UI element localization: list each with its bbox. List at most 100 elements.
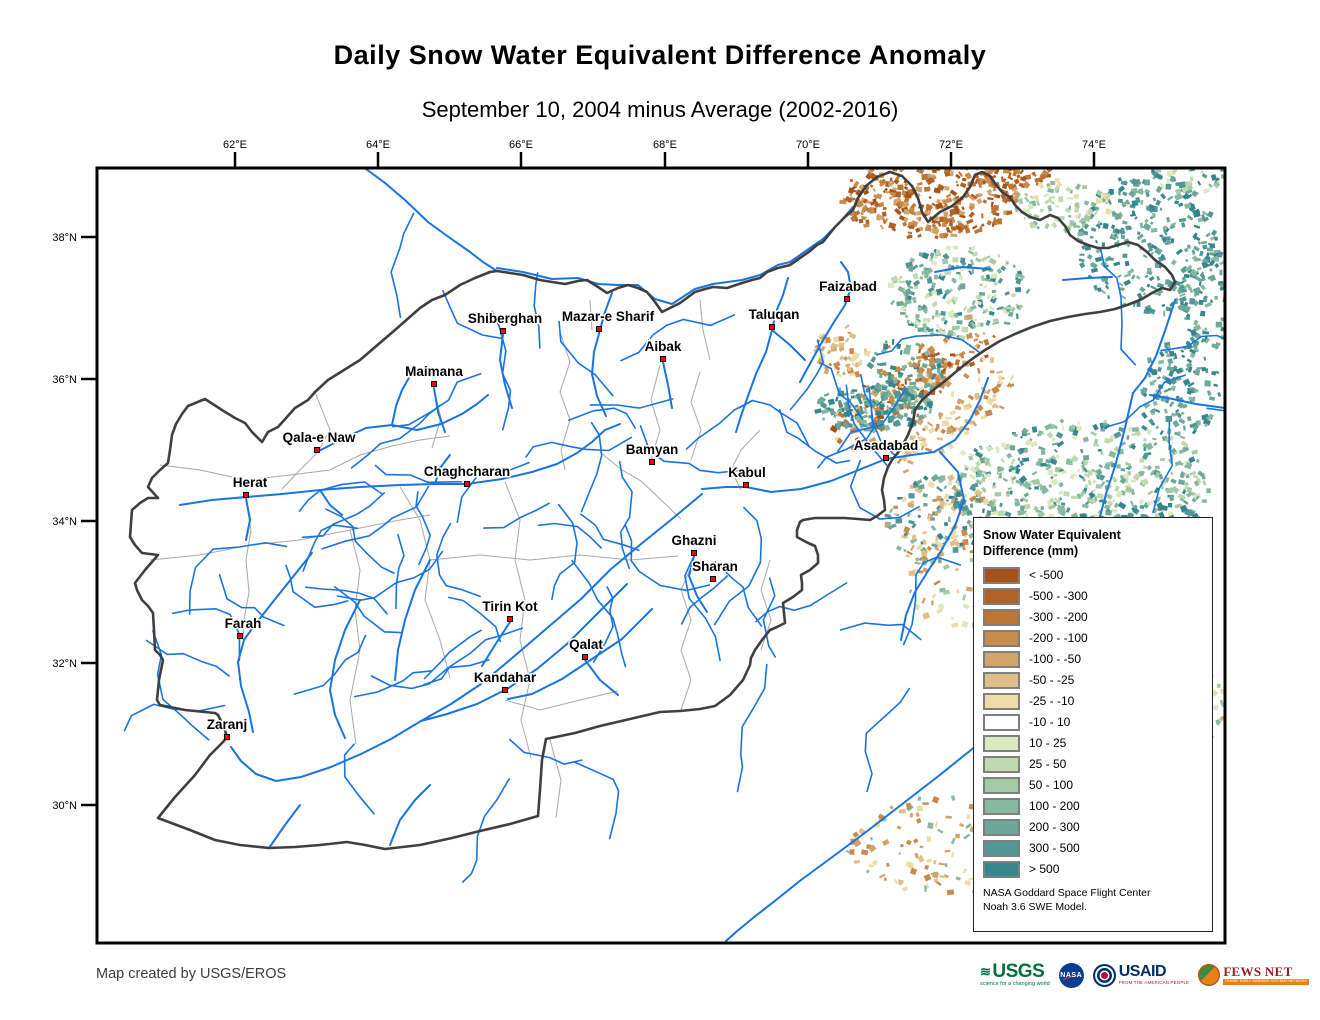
city-label: Qalat — [569, 637, 603, 652]
usaid-seal-icon — [1092, 963, 1116, 987]
legend-entry-label: > 500 — [1029, 862, 1060, 876]
nasa-logo: NASA — [1058, 962, 1085, 988]
legend-row: 300 - 500 — [983, 838, 1204, 859]
city-marker: Kandahar — [472, 669, 538, 693]
legend-swatch — [983, 650, 1020, 668]
legend-title: Snow Water Equivalent Difference (mm) — [983, 527, 1204, 560]
page-subtitle: September 10, 2004 minus Average (2002-2… — [421, 97, 899, 122]
city-dot — [502, 687, 508, 693]
legend-swatch — [983, 587, 1020, 605]
usaid-tagline: FROM THE AMERICAN PEOPLE — [1118, 980, 1190, 986]
legend-row: 25 - 50 — [983, 754, 1204, 775]
legend-row: 10 - 25 — [983, 733, 1204, 754]
x-tick-label: 74°E — [1082, 139, 1106, 151]
city-dot — [769, 324, 775, 330]
city-marker: Qalat — [568, 636, 605, 660]
city-marker: Farah — [223, 615, 263, 639]
legend-box: Snow Water Equivalent Difference (mm) < … — [973, 517, 1213, 932]
legend-row: 50 - 100 — [983, 775, 1204, 796]
city-label: Qala-e Naw — [283, 430, 356, 445]
usgs-tagline: science for a changing world — [980, 981, 1050, 988]
legend-title-line1: Snow Water Equivalent — [983, 528, 1121, 542]
usaid-logo: USAID FROM THE AMERICAN PEOPLE — [1092, 963, 1190, 987]
x-tick-label: 68°E — [653, 139, 677, 151]
legend-row: < -500 — [983, 565, 1204, 586]
legend-swatch — [983, 776, 1020, 794]
city-dot — [883, 455, 889, 461]
legend-entry-label: 200 - 300 — [1029, 820, 1080, 834]
city-marker: Ghazni — [670, 532, 718, 556]
page-title: Daily Snow Water Equivalent Difference A… — [333, 40, 987, 70]
x-tick-label: 70°E — [796, 139, 820, 151]
city-dot — [582, 654, 588, 660]
city-marker: Chaghcharan — [422, 463, 512, 487]
legend-row: -500 - -300 — [983, 586, 1204, 607]
city-label: Asadabad — [854, 438, 919, 453]
city-marker: Zaranj — [205, 716, 249, 740]
legend-swatch — [983, 797, 1020, 815]
city-dot — [710, 576, 716, 582]
city-label: Taluqan — [749, 307, 800, 322]
fewsnet-globe-icon — [1198, 964, 1221, 986]
legend-row: -50 - -25 — [983, 670, 1204, 691]
legend-source-line2: Noah 3.6 SWE Model. — [983, 900, 1087, 913]
city-marker: Shiberghan — [466, 310, 544, 334]
legend-entry-label: -300 - -200 — [1029, 610, 1088, 624]
city-label: Kabul — [728, 465, 766, 480]
city-marker: Sharan — [691, 558, 739, 582]
city-marker: Kabul — [727, 464, 767, 488]
city-dot — [237, 633, 243, 639]
city-marker: Taluqan — [747, 306, 801, 330]
legend-swatch — [983, 818, 1020, 836]
city-marker: Aibak — [643, 338, 683, 362]
y-tick-label: 34°N — [52, 516, 77, 528]
city-marker: Maimana — [404, 363, 465, 387]
city-dot — [224, 734, 230, 740]
y-tick-label: 30°N — [52, 800, 77, 812]
rivers — [179, 168, 1225, 942]
city-dot — [314, 447, 320, 453]
y-tick-label: 32°N — [52, 658, 77, 670]
city-label: Chaghcharan — [424, 464, 510, 479]
legend-entry-label: 10 - 25 — [1029, 736, 1067, 750]
nasa-wordmark: NASA — [1060, 971, 1083, 979]
fewsnet-wordmark: FEWS NET — [1223, 964, 1293, 980]
legend-entry-label: 50 - 100 — [1029, 778, 1074, 792]
city-markers: Faizabad Taluqan Mazar-e Sharif Shiberghan A… — [205, 278, 920, 740]
city-marker: Mazar-e Sharif — [560, 308, 656, 332]
legend-swatch — [983, 692, 1020, 710]
city-dot — [596, 326, 602, 332]
legend-row: > 500 — [983, 859, 1204, 880]
city-dot — [743, 482, 749, 488]
fewsnet-tagline: FAMINE EARLY WARNING SYSTEMS NETWORK — [1223, 979, 1309, 985]
legend-swatch — [983, 629, 1020, 647]
city-dot — [844, 296, 850, 302]
city-label: Faizabad — [819, 279, 877, 294]
legend-entry-label: < -500 — [1029, 568, 1064, 582]
city-dot — [507, 616, 513, 622]
usaid-wordmark: USAID — [1118, 963, 1167, 981]
city-dot — [649, 459, 655, 465]
legend-swatch — [983, 671, 1020, 689]
legend-swatch — [983, 734, 1020, 752]
legend-source: NASA Goddard Space Flight Center Noah 3.… — [983, 886, 1204, 914]
legend-row: -10 - 10 — [983, 712, 1204, 733]
legend-row: -100 - -50 — [983, 649, 1204, 670]
legend-entry-label: -500 - -300 — [1029, 589, 1088, 603]
legend-row: 100 - 200 — [983, 796, 1204, 817]
y-tick-label: 36°N — [52, 374, 77, 386]
legend-entry-label: -200 - -100 — [1029, 631, 1088, 645]
y-tick-label: 38°N — [52, 232, 77, 244]
city-marker: Faizabad — [818, 278, 878, 302]
city-marker: Bamyan — [624, 441, 680, 465]
legend-entry-label: -50 - -25 — [1029, 673, 1075, 687]
city-label: Aibak — [645, 339, 682, 354]
legend-entry-label: 100 - 200 — [1029, 799, 1080, 813]
x-tick-label: 66°E — [509, 139, 533, 151]
legend-entry-label: 25 - 50 — [1029, 757, 1067, 771]
legend-row: -300 - -200 — [983, 607, 1204, 628]
legend-swatch — [983, 608, 1020, 626]
city-label: Farah — [225, 616, 262, 631]
legend-swatch — [983, 713, 1020, 731]
